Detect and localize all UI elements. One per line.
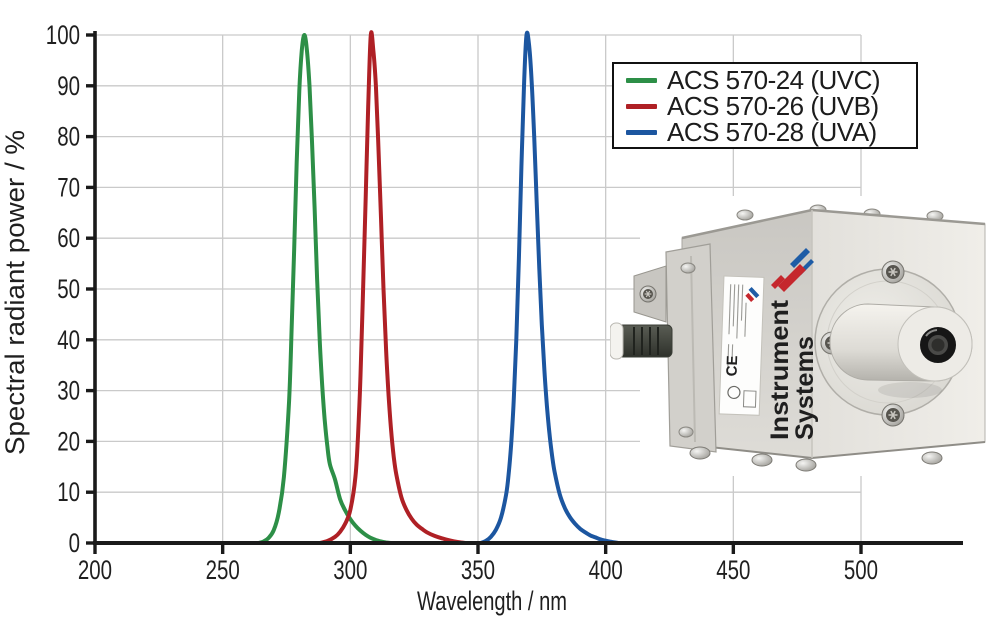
brand-line1: Instrument — [766, 299, 794, 440]
x-tick-label-300: 300 — [333, 555, 367, 585]
legend-label: ACS 570-24 (UVC) — [667, 65, 881, 95]
legend-item: ACS 570-28 (UVA) — [626, 119, 904, 145]
rod-ribs — [633, 327, 659, 355]
spec-label: CE — [718, 275, 765, 416]
y-tick-label-80: 80 — [57, 122, 80, 152]
legend-line-swatch — [626, 103, 657, 109]
y-tick-label-30: 30 — [57, 376, 80, 406]
label-mini-logo — [745, 286, 760, 302]
legend-item: ACS 570-24 (UVC) — [626, 67, 904, 93]
y-tick-label-50: 50 — [57, 274, 80, 304]
legend-label: ACS 570-26 (UVB) — [667, 91, 879, 121]
feet — [689, 446, 943, 472]
aperture-opening — [931, 338, 945, 352]
aperture-highlight — [925, 329, 938, 337]
legend-line-swatch — [626, 129, 657, 135]
x-axis-title: Wavelength / nm — [417, 586, 567, 616]
instrument-photo: CE Instrument Systems — [610, 196, 1000, 476]
axes — [86, 31, 963, 554]
legend: ACS 570-24 (UVC) ACS 570-26 (UVB) ACS 570-… — [612, 62, 918, 149]
x-tick-label-200: 200 — [78, 555, 112, 585]
label-text-lines — [727, 284, 747, 373]
hinge-plate — [665, 243, 717, 453]
hinge-screw-top — [680, 262, 696, 274]
y-tick-label-40: 40 — [57, 325, 80, 355]
x-tick-label-250: 250 — [206, 555, 240, 585]
curve-acs-570-24-uvc- — [256, 33, 394, 545]
x-tick-label-350: 350 — [461, 555, 495, 585]
label-ce-mark: CE — [724, 355, 742, 376]
brand-text: Instrument Systems — [766, 299, 819, 440]
hinge-groove — [690, 255, 696, 443]
legend-label: ACS 570-28 (UVA) — [667, 117, 877, 147]
x-tick-label-450: 450 — [716, 555, 750, 585]
curve-acs-570-28-uva- — [478, 30, 621, 545]
flange-screws — [820, 260, 905, 427]
legend-item: ACS 570-26 (UVB) — [626, 93, 904, 119]
rod-end-cap — [610, 322, 624, 360]
label-cert-circle — [727, 385, 741, 400]
label-code-box — [742, 390, 757, 408]
brand-line2: Systems — [791, 336, 819, 440]
y-tick-label-70: 70 — [57, 172, 80, 202]
mounting-rod — [617, 324, 673, 358]
y-tick-label-60: 60 — [57, 223, 80, 253]
y-tick-label-0: 0 — [69, 528, 80, 558]
clamp-screw — [639, 285, 657, 303]
y-tick-label-90: 90 — [57, 71, 80, 101]
spectrum-curves — [256, 30, 621, 545]
y-tick-label-100: 100 — [46, 20, 80, 50]
legend-line-swatch — [626, 77, 657, 83]
hinge-screw-bottom — [678, 426, 694, 438]
brand-logo-mark — [771, 248, 814, 292]
x-tick-label-400: 400 — [589, 555, 623, 585]
y-tick-label-20: 20 — [57, 426, 80, 456]
y-axis-title: Spectral radiant power / % — [0, 130, 30, 455]
x-tick-label-500: 500 — [844, 555, 878, 585]
barrel-shadow — [878, 382, 942, 398]
tick-labels: 200 250 300 350 400 450 500 0 10 20 30 40 50 60 70 80 90… — [46, 20, 878, 585]
curve-acs-570-26-uvb- — [317, 30, 468, 545]
y-tick-label-10: 10 — [57, 477, 80, 507]
